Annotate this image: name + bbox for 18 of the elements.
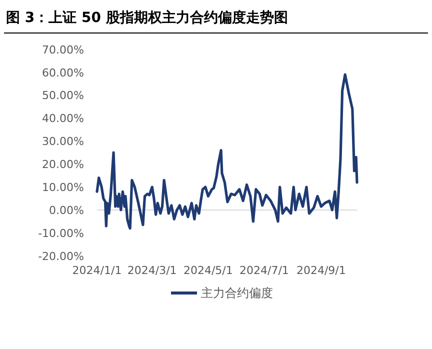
x-tick-label: 2024/7/1 [240, 264, 289, 277]
legend-label: 主力合约偏度 [201, 286, 273, 300]
y-tick-label: -10.00% [38, 226, 84, 240]
y-tick-label: 70.00% [42, 43, 84, 56]
x-tick-label: 2024/1/1 [72, 264, 122, 277]
y-tick-label: 30.00% [42, 135, 84, 148]
x-tick-label: 2024/9/1 [296, 264, 346, 277]
y-tick-label: 20.00% [42, 158, 84, 172]
y-tick-label: 0.00% [49, 204, 84, 217]
y-tick-label: 50.00% [42, 89, 84, 102]
line-series [96, 73, 358, 230]
y-tick-label: 40.00% [42, 112, 84, 126]
y-tick-label: -20.00% [38, 250, 84, 263]
x-tick-label: 2024/5/1 [183, 264, 233, 277]
chart-title: 图 3：上证 50 股指期权主力合约偏度走势图 [6, 9, 288, 26]
y-tick-label: 10.00% [42, 181, 84, 194]
x-tick-label: 2024/3/1 [127, 264, 177, 277]
y-tick-label: 60.00% [42, 66, 84, 80]
